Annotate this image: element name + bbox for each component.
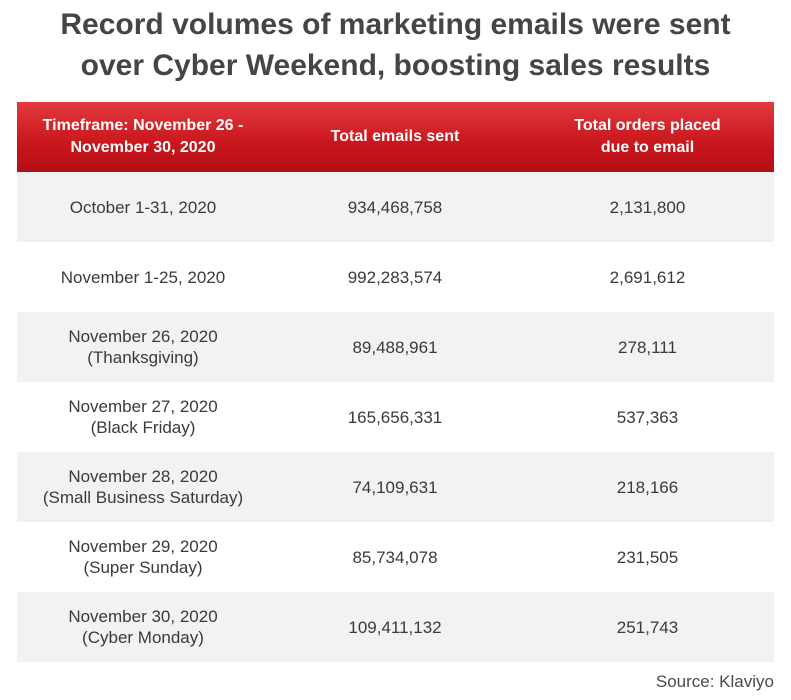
cell-orders: 231,505 (616, 547, 679, 567)
cell-timeframe-line: (Black Friday) (90, 418, 196, 437)
chart-title-line-2: over Cyber Weekend, boosting sales resul… (80, 49, 711, 82)
column-header-orders: Total orders placed due to email (521, 102, 774, 172)
column-header-line: Total emails sent (330, 128, 460, 145)
column-header-timeframe: Timeframe: November 26 - November 30, 20… (17, 102, 269, 172)
cell-timeframe: November 27, 2020 (Black Friday) (17, 382, 269, 452)
cell-timeframe: November 30, 2020 (Cyber Monday) (17, 592, 269, 662)
table-row: November 26, 2020 (Thanksgiving) 89,488,96… (17, 312, 774, 382)
table-body: October 1-31, 2020 934,468,758 2,131,800 No… (17, 172, 774, 662)
cell-timeframe: November 28, 2020 (Small Business Saturda… (17, 452, 269, 522)
cell-emails: 934,468,758 (347, 197, 443, 217)
cell-emails: 165,656,331 (347, 407, 443, 427)
column-header-line: Timeframe: November 26 - (42, 117, 244, 134)
cell-timeframe: November 1-25, 2020 (17, 242, 269, 312)
cell-timeframe-line: (Small Business Saturday) (42, 488, 244, 507)
cell-emails: 74,109,631 (352, 477, 438, 497)
cell-orders: 251,743 (616, 617, 679, 637)
cell-orders: 537,363 (616, 407, 679, 427)
cell-timeframe-line: November 26, 2020 (68, 327, 218, 346)
cell-timeframe-line: November 30, 2020 (68, 607, 218, 626)
cell-timeframe-line: (Thanksgiving) (87, 348, 199, 367)
cell-orders: 2,131,800 (609, 197, 686, 217)
cell-timeframe-line: November 29, 2020 (68, 537, 218, 556)
cell-timeframe: November 29, 2020 (Super Sunday) (17, 522, 269, 592)
cell-emails: 992,283,574 (347, 267, 443, 287)
cell-timeframe-line: November 1-25, 2020 (60, 267, 226, 287)
table-row: November 27, 2020 (Black Friday) 165,656,3… (17, 382, 774, 452)
column-header-line: November 30, 2020 (70, 139, 216, 156)
cell-timeframe-line: (Super Sunday) (83, 558, 203, 577)
column-header-emails: Total emails sent (269, 102, 521, 172)
cell-timeframe-line: October 1-31, 2020 (69, 197, 217, 217)
cell-timeframe-line: (Cyber Monday) (82, 628, 204, 647)
cell-timeframe-line: November 27, 2020 (68, 397, 218, 416)
cell-timeframe-line: November 28, 2020 (68, 467, 218, 486)
cell-emails: 109,411,132 (348, 617, 442, 637)
cell-orders: 2,691,612 (609, 267, 686, 287)
cell-emails: 89,488,961 (352, 337, 438, 357)
chart-title-line-1: Record volumes of marketing emails were … (60, 8, 731, 41)
table-header: Timeframe: November 26 - November 30, 20… (17, 102, 774, 172)
table-row: November 29, 2020 (Super Sunday) 85,734,07… (17, 522, 774, 592)
data-table: Timeframe: November 26 - November 30, 20… (17, 102, 774, 662)
chart-title: Record volumes of marketing emails were … (0, 4, 791, 86)
cell-emails: 85,734,078 (352, 547, 438, 567)
table-row: October 1-31, 2020 934,468,758 2,131,800 (17, 172, 774, 242)
column-header-line: due to email (600, 139, 695, 156)
cell-orders: 218,166 (616, 477, 679, 497)
table-row: November 30, 2020 (Cyber Monday) 109,411,1… (17, 592, 774, 662)
cell-timeframe: October 1-31, 2020 (17, 172, 269, 242)
table-row: November 28, 2020 (Small Business Saturda… (17, 452, 774, 522)
column-header-line: Total orders placed (574, 117, 721, 134)
table-row: November 1-25, 2020 992,283,574 2,691,612 (17, 242, 774, 312)
cell-timeframe: November 26, 2020 (Thanksgiving) (17, 312, 269, 382)
source-note: Source: Klaviyo (655, 672, 774, 691)
cell-orders: 278,111 (618, 337, 677, 357)
